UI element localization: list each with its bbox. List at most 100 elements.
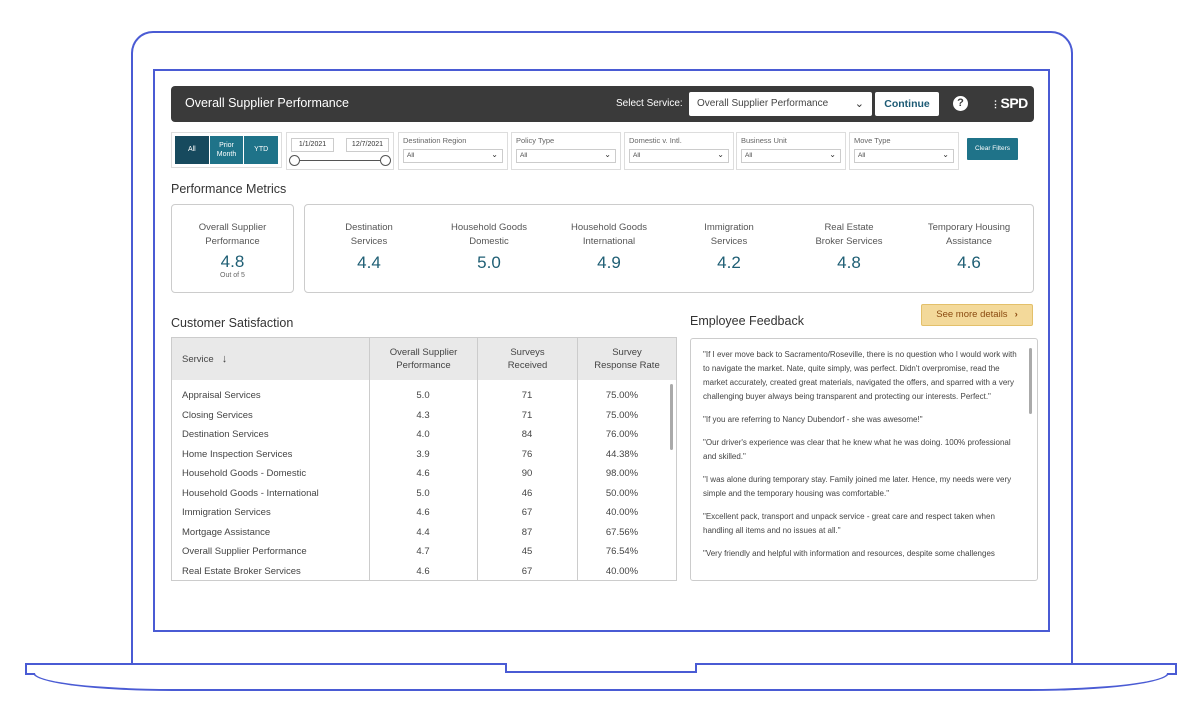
cell-service: Real Estate Broker Services (182, 565, 301, 577)
filter-select[interactable]: All ⌄ (629, 149, 729, 163)
filter-domestic-intl: Domestic v. Intl. All ⌄ (624, 132, 734, 170)
table-row[interactable]: Household Goods - International 5.0 46 50.0… (172, 484, 667, 504)
period-all-label: All (187, 146, 196, 154)
feedback-item: "Very friendly and helpful with informat… (703, 549, 995, 558)
cell-response-rate: 76.00% (605, 429, 639, 440)
feedback-item: "If I ever move back to Sacramento/Rosev… (703, 350, 1017, 401)
metric-label: Overall Supplier Performance (198, 222, 267, 247)
filter-policy-type: Policy Type All ⌄ (511, 132, 621, 170)
feedback-scrollbar[interactable] (1029, 348, 1032, 414)
customer-satisfaction-title: Customer Satisfaction (171, 316, 294, 330)
metric-value: 4.6 (957, 253, 981, 272)
table-scrollbar[interactable] (670, 384, 673, 450)
filter-select[interactable]: All ⌄ (516, 149, 616, 163)
column-header-performance[interactable]: Overall Supplier Performance (369, 338, 477, 380)
period-prior-month-button[interactable]: Prior Month (209, 136, 244, 164)
metric-label: Real Estate Broker Services (815, 222, 883, 247)
cell-performance: 4.7 (416, 546, 430, 557)
cell-performance: 4.6 (416, 468, 430, 479)
cell-performance: 5.0 (416, 390, 430, 401)
cell-response-rate: 50.00% (605, 487, 639, 499)
laptop-notch (505, 663, 697, 673)
column-header-response-rate[interactable]: Survey Response Rate (577, 338, 676, 380)
table-row[interactable]: Appraisal Services 5.0 71 75.00% (172, 386, 667, 406)
table-row[interactable]: Real Estate Broker Services 4.6 67 40.00% (172, 562, 667, 581)
sort-down-arrow-icon: ↓ (221, 352, 228, 365)
table-row[interactable]: Closing Services 4.3 71 75.00% (172, 406, 667, 426)
table-row[interactable]: Overall Supplier Performance 4.7 45 76.54% (172, 542, 667, 562)
cell-surveys-received: 71 (521, 409, 533, 421)
metric-household-goods-domestic: Household Goods Domestic 5.0 (429, 205, 549, 292)
chevron-down-icon: ⌄ (829, 150, 836, 159)
feedback-item: "Excellent pack, transport and unpack se… (703, 512, 995, 535)
help-icon[interactable]: ? (953, 96, 968, 111)
see-more-details-button[interactable]: See more details › (921, 304, 1033, 326)
app-header: Overall Supplier Performance Select Serv… (171, 86, 1034, 122)
service-select[interactable]: Overall Supplier Performance ⌄ (689, 92, 872, 116)
column-divider (369, 380, 370, 580)
metric-value: 4.2 (717, 253, 741, 272)
cell-surveys-received: 71 (521, 390, 533, 401)
chevron-down-icon: ⌄ (717, 150, 724, 159)
metric-label: Household Goods International (570, 222, 648, 247)
cell-surveys-received: 67 (521, 507, 533, 518)
cell-response-rate: 67.56% (605, 526, 639, 538)
filter-select[interactable]: All ⌄ (403, 149, 503, 163)
see-more-details-label: See more details (936, 309, 1008, 320)
chevron-down-icon: ⌄ (854, 98, 864, 110)
metric-temporary-housing-assistance: Temporary Housing Assistance 4.6 (909, 205, 1029, 292)
clear-filters-button[interactable]: Clear Filters (967, 138, 1018, 160)
cell-performance: 4.3 (416, 409, 430, 421)
employee-feedback-title: Employee Feedback (690, 314, 804, 328)
table-row[interactable]: Household Goods - Domestic 4.6 90 98.00% (172, 464, 667, 484)
filter-select[interactable]: All ⌄ (741, 149, 841, 163)
cell-surveys-received: 45 (521, 546, 533, 557)
feedback-item: "I was alone during temporary stay. Fami… (703, 475, 1012, 498)
column-header-service[interactable]: Service ↓ (182, 352, 228, 365)
feedback-list: "If I ever move back to Sacramento/Rosev… (690, 338, 1038, 581)
cell-surveys-received: 90 (521, 468, 533, 479)
service-metrics-card: Destination Services 4.4 Household Goods D… (304, 204, 1034, 293)
table-row[interactable]: Home Inspection Services 3.9 76 44.38% (172, 445, 667, 465)
end-date-field[interactable]: 12/7/2021 (346, 138, 389, 152)
cell-service: Overall Supplier Performance (182, 546, 307, 557)
period-all-button[interactable]: All (175, 136, 209, 164)
select-service-label: Select Service: (616, 98, 683, 109)
overall-metric-card: Overall Supplier Performance 4.8 Out of 5 (171, 204, 294, 293)
service-select-value: Overall Supplier Performance (697, 98, 829, 109)
column-header-surveys-received[interactable]: Surveys Received (477, 338, 577, 380)
metric-value: 4.8 (837, 253, 861, 272)
feedback-item: "Our driver's experience was clear that … (703, 438, 1011, 461)
filter-label: Domestic v. Intl. (629, 136, 682, 145)
cell-response-rate: 40.00% (605, 565, 639, 577)
continue-button[interactable]: Continue (875, 92, 939, 116)
app-screen: Overall Supplier Performance Select Serv… (153, 69, 1050, 632)
filter-business-unit: Business Unit All ⌄ (736, 132, 846, 170)
metric-label: Destination Services (345, 222, 393, 247)
end-slider-handle[interactable] (380, 155, 391, 166)
table-row[interactable]: Immigration Services 4.6 67 40.00% (172, 503, 667, 523)
start-slider-handle[interactable] (289, 155, 300, 166)
cell-response-rate: 44.38% (605, 448, 639, 460)
table-row[interactable]: Destination Services 4.0 84 76.00% (172, 425, 667, 445)
filter-label: Destination Region (403, 136, 467, 145)
period-ytd-label: YTD (254, 146, 269, 154)
period-ytd-button[interactable]: YTD (244, 136, 279, 164)
cell-performance: 4.4 (416, 526, 430, 538)
filter-select[interactable]: All ⌄ (854, 149, 954, 163)
metric-household-goods-international: Household Goods International 4.9 (549, 205, 669, 292)
cell-service: Immigration Services (182, 507, 271, 518)
cell-service: Destination Services (182, 429, 269, 440)
period-selector: All Prior Month YTD (171, 132, 282, 168)
cell-service: Appraisal Services (182, 390, 261, 401)
metric-label: Temporary Housing Assistance (927, 222, 1011, 247)
cell-service: Mortgage Assistance (182, 526, 271, 538)
metric-immigration-services: Immigration Services 4.2 (669, 205, 789, 292)
start-date-field[interactable]: 1/1/2021 (291, 138, 334, 152)
table-row[interactable]: Mortgage Assistance 4.4 87 67.56% (172, 523, 667, 543)
performance-metrics-title: Performance Metrics (171, 182, 287, 196)
period-prior-month-label: Prior Month (216, 141, 237, 158)
chevron-down-icon: ⌄ (604, 150, 611, 159)
slider-track (295, 160, 386, 161)
cell-performance: 4.6 (416, 507, 430, 518)
